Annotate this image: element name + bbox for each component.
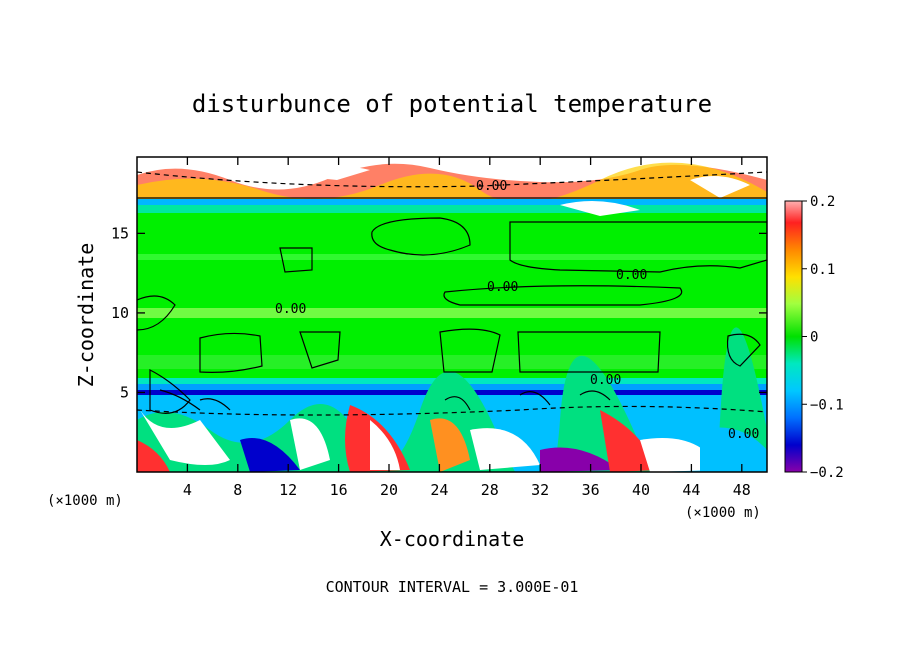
contour-label: 0.00 xyxy=(590,373,621,388)
plot-frame xyxy=(136,156,768,473)
y-axis-label: Z-coordinate xyxy=(74,243,98,388)
colorbar-tick-label: 0.2 xyxy=(810,194,835,210)
x-tick-label: 28 xyxy=(481,481,499,499)
contour-label: 0.00 xyxy=(275,302,306,317)
chart-title: disturbunce of potential temperature xyxy=(192,90,712,118)
y-tick-label: 15 xyxy=(111,224,129,242)
x-tick-label: 32 xyxy=(531,481,549,499)
x-unit-left: (×1000 m) xyxy=(47,493,123,509)
x-tick-label: 36 xyxy=(582,481,600,499)
x-tick-label: 12 xyxy=(279,481,297,499)
contour-label: 0.00 xyxy=(616,268,647,283)
colorbar-tick-label: 0.1 xyxy=(810,262,835,278)
y-axis-ticks: 5 10 15 xyxy=(111,224,767,401)
x-tick-label: 24 xyxy=(430,481,448,499)
x-unit-right: (×1000 m) xyxy=(685,505,761,521)
x-tick-label: 40 xyxy=(632,481,650,499)
y-tick-label: 10 xyxy=(111,304,129,322)
colorbar-tick-label: 0 xyxy=(810,330,818,346)
colorbar-ticks: 0.2 0.1 0 −0.1 −0.2 xyxy=(802,194,844,481)
contour-label: 0.00 xyxy=(487,280,518,295)
x-axis-label: X-coordinate xyxy=(380,527,525,551)
colorbar-tick-label: −0.2 xyxy=(810,465,844,481)
x-tick-label: 16 xyxy=(330,481,348,499)
contour-label: 0.00 xyxy=(728,427,759,442)
x-tick-label: 8 xyxy=(233,481,242,499)
x-tick-label: 44 xyxy=(682,481,700,499)
y-tick-label: 5 xyxy=(120,383,129,401)
heatmap-field xyxy=(137,157,767,472)
x-tick-label: 48 xyxy=(733,481,751,499)
x-axis-ticks: 4 8 12 16 20 24 28 32 36 40 44 48 xyxy=(183,157,751,499)
colorbar xyxy=(784,200,803,473)
x-tick-label: 20 xyxy=(380,481,398,499)
contour-lines xyxy=(137,171,767,416)
contour-interval-note: CONTOUR INTERVAL = 3.000E-01 xyxy=(326,578,579,596)
colorbar-tick-label: −0.1 xyxy=(810,397,844,413)
x-tick-label: 4 xyxy=(183,481,192,499)
contour-label: 0.00 xyxy=(476,179,507,194)
